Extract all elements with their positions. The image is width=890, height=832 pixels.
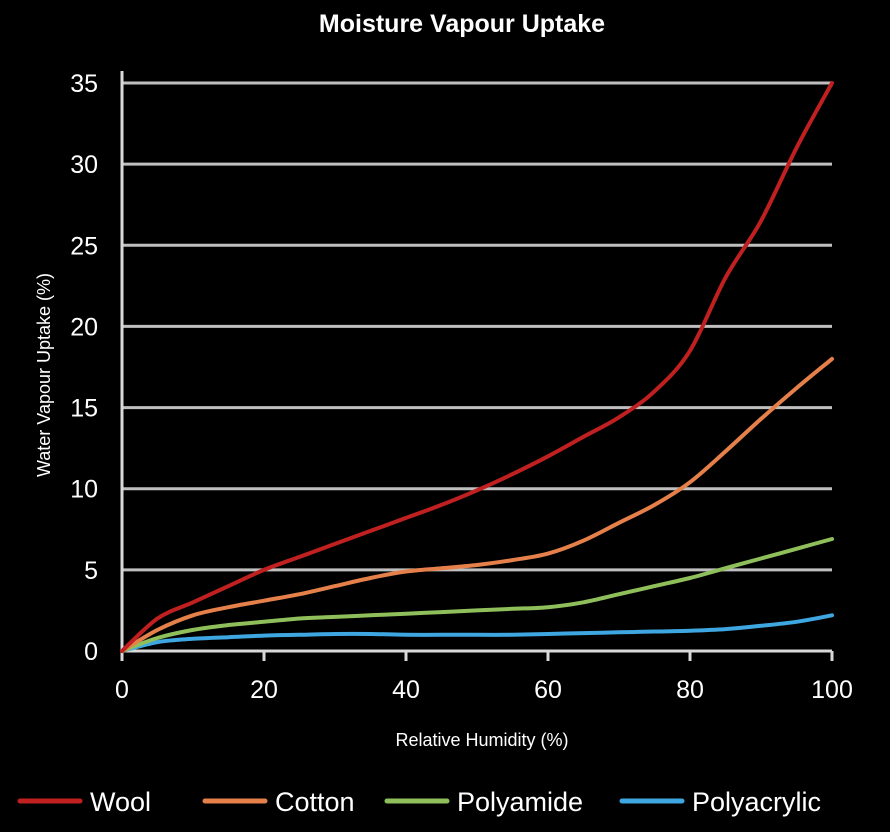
legend-item-polyamide: Polyamide	[384, 787, 583, 817]
y-tick-label: 0	[84, 638, 98, 666]
series-lines	[120, 81, 834, 653]
legend-label: Cotton	[275, 787, 355, 817]
y-tick-label: 20	[70, 313, 98, 341]
x-tick-label: 100	[811, 676, 853, 704]
x-tick-label: 40	[392, 676, 420, 704]
legend-item-cotton: Cotton	[202, 787, 355, 817]
chart-title: Moisture Vapour Uptake	[319, 10, 605, 38]
y-tick-label: 5	[84, 557, 98, 585]
y-tick-label: 30	[70, 151, 98, 179]
legend-label: Polyamide	[457, 787, 583, 817]
series-line-cotton	[120, 356, 834, 653]
series-line-wool	[120, 81, 834, 653]
y-tick-label: 15	[70, 395, 98, 423]
y-tick-label: 25	[70, 232, 98, 260]
x-axis-label: Relative Humidity (%)	[395, 730, 568, 750]
y-tick-label: 10	[70, 476, 98, 504]
legend-item-wool: Wool	[17, 787, 151, 817]
x-tick-label: 60	[534, 676, 562, 704]
legend-item-polyacrylic: Polyacrylic	[619, 787, 821, 817]
y-tick-label: 35	[70, 70, 98, 98]
x-tick-label: 80	[676, 676, 704, 704]
y-axis-label: Water Vapour Uptake (%)	[34, 273, 54, 477]
legend-label: Wool	[90, 787, 151, 817]
series-line-polyamide	[120, 537, 834, 653]
grid	[122, 81, 832, 572]
x-tick-label: 20	[250, 676, 278, 704]
legend-label: Polyacrylic	[692, 787, 821, 817]
axes: 0 5 10 15 20 25 30 35 0 20 40 60 80 100	[70, 70, 853, 704]
x-tick-label: 0	[115, 676, 129, 704]
legend: Wool Cotton Polyamide Polyacrylic	[17, 787, 821, 817]
series-line-polyacrylic	[120, 613, 834, 653]
